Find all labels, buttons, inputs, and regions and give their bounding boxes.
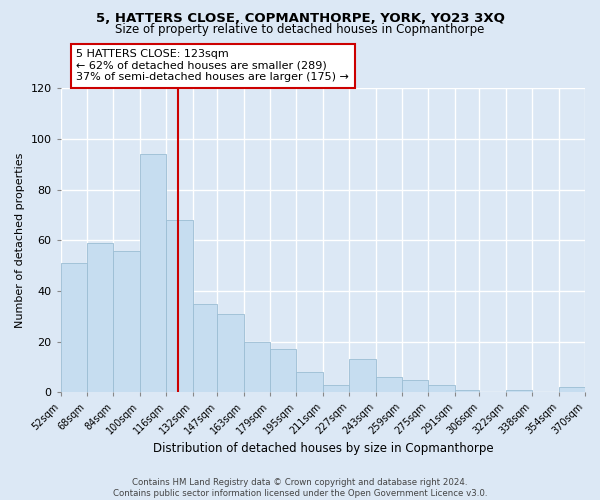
Bar [323, 385, 349, 392]
Bar [166, 220, 193, 392]
Bar [244, 342, 270, 392]
X-axis label: Distribution of detached houses by size in Copmanthorpe: Distribution of detached houses by size … [152, 442, 493, 455]
Bar [87, 243, 113, 392]
Bar [140, 154, 166, 392]
Bar [428, 385, 455, 392]
Text: 5, HATTERS CLOSE, COPMANTHORPE, YORK, YO23 3XQ: 5, HATTERS CLOSE, COPMANTHORPE, YORK, YO… [95, 12, 505, 26]
Bar [270, 350, 296, 393]
Bar [113, 250, 140, 392]
Bar [376, 377, 402, 392]
Y-axis label: Number of detached properties: Number of detached properties [15, 152, 25, 328]
Bar [455, 390, 479, 392]
Text: Contains HM Land Registry data © Crown copyright and database right 2024.
Contai: Contains HM Land Registry data © Crown c… [113, 478, 487, 498]
Text: Size of property relative to detached houses in Copmanthorpe: Size of property relative to detached ho… [115, 22, 485, 36]
Bar [61, 263, 87, 392]
Bar [217, 314, 244, 392]
Bar [559, 388, 585, 392]
Bar [349, 360, 376, 392]
Bar [506, 390, 532, 392]
Text: 5 HATTERS CLOSE: 123sqm
← 62% of detached houses are smaller (289)
37% of semi-d: 5 HATTERS CLOSE: 123sqm ← 62% of detache… [76, 49, 349, 82]
Bar [193, 304, 217, 392]
Bar [296, 372, 323, 392]
Bar [402, 380, 428, 392]
